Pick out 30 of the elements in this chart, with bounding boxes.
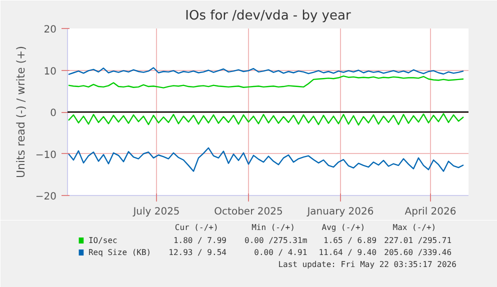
- text: 11.64 / 9.40: [318, 248, 377, 257]
- y-tick-label: −20: [35, 192, 57, 202]
- line-series: [68, 75, 464, 88]
- chart-title: IOs for /dev/vda - by year: [185, 8, 352, 24]
- text: 1.80 / 7.99: [173, 236, 227, 245]
- text: Avg (-/+): [322, 223, 366, 232]
- text: 1.65 / 6.89: [324, 236, 377, 245]
- y-tick-label: 20: [44, 24, 57, 36]
- x-tick-label: April 2026: [404, 206, 456, 218]
- text: Last update: Fri May 22 03:35:17 2026: [278, 260, 457, 269]
- x-tick-label: October 2025: [214, 206, 283, 218]
- text: Max (-/+): [392, 223, 436, 232]
- text: 12.93 / 9.54: [168, 248, 227, 257]
- x-tick-label: January 2026: [306, 206, 374, 218]
- legend-label: Req Size (KB): [88, 248, 152, 257]
- line-series: [68, 113, 464, 126]
- x-tick-label: July 2025: [132, 206, 180, 218]
- line-series: [68, 67, 464, 76]
- text: Min (-/+): [252, 223, 295, 232]
- text: Cur (-/+): [174, 223, 218, 232]
- text: 0.00 / 4.91: [254, 248, 308, 257]
- y-tick-label: 10: [44, 66, 57, 78]
- text: 227.01 /295.71: [384, 236, 452, 245]
- y-tick-label: −10: [35, 150, 57, 161]
- y-tick-label: 0: [50, 108, 57, 119]
- line-series: [68, 147, 464, 172]
- text: 205.60 /339.46: [384, 248, 452, 257]
- text: 0.00 /275.31m: [244, 236, 308, 245]
- legend-label: IO/sec: [88, 236, 118, 245]
- y-axis-title: Units read (-) / write (+): [14, 46, 28, 178]
